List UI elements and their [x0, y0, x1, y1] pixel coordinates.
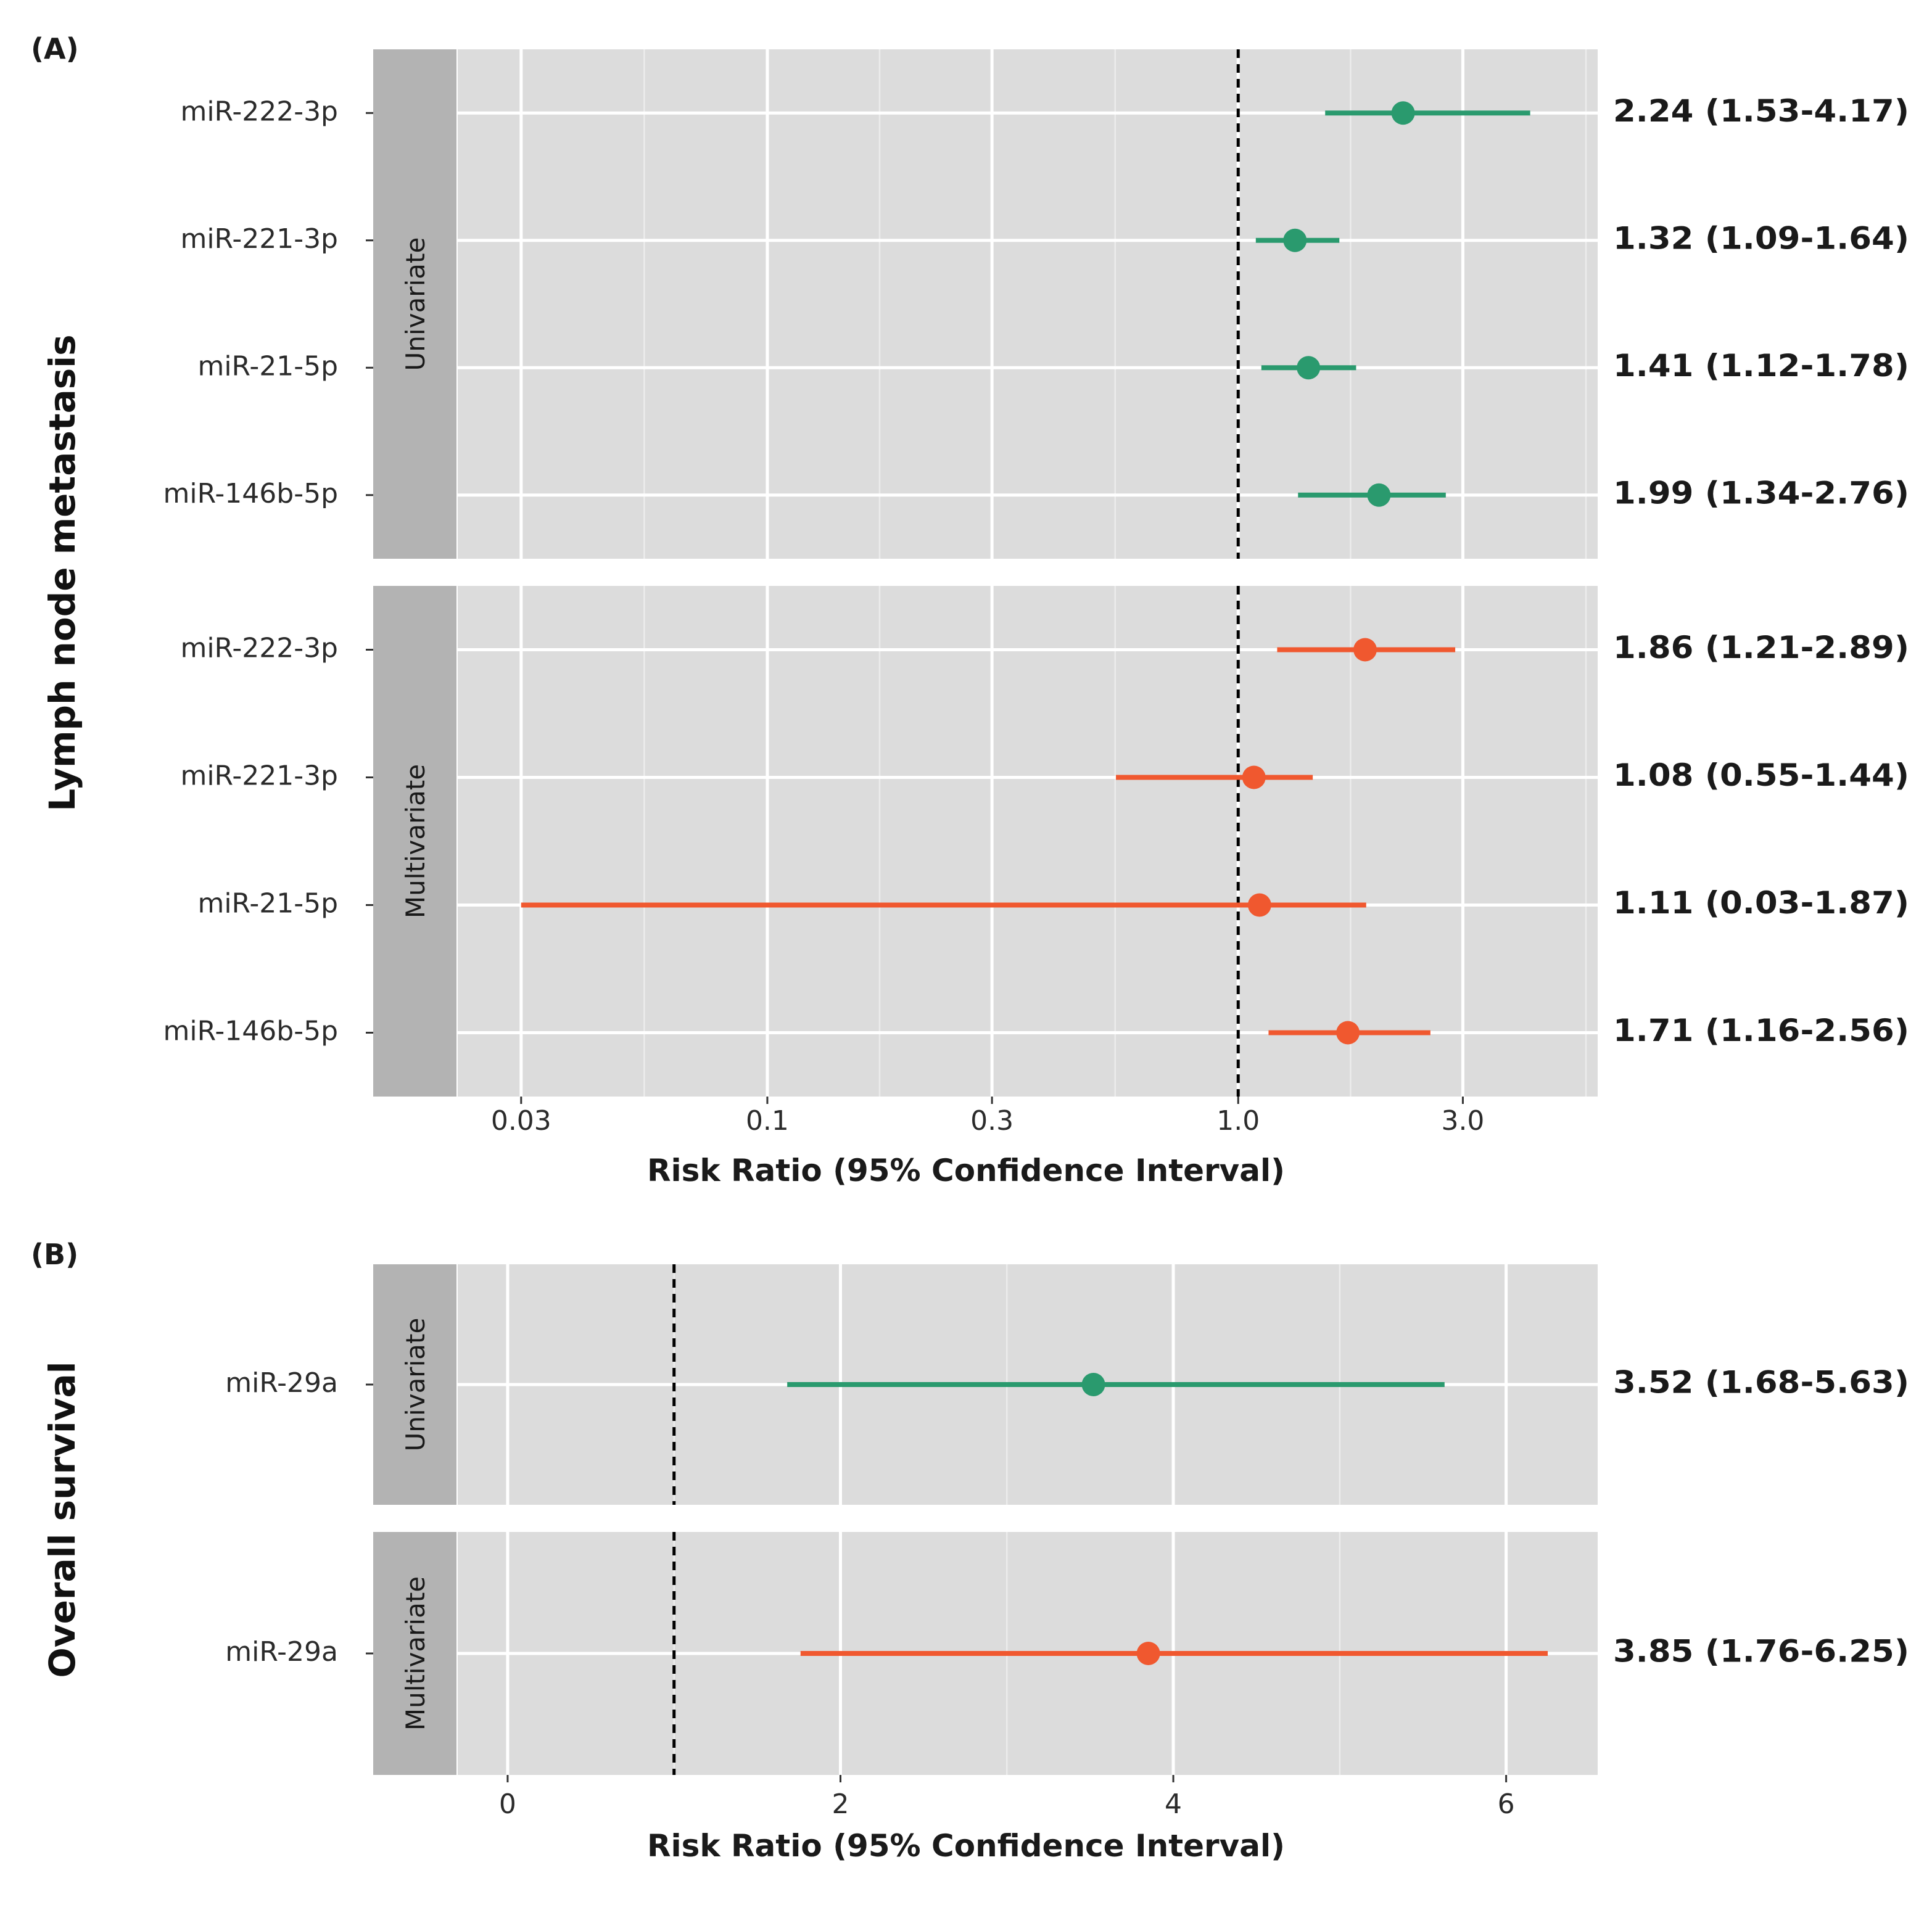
- row-label: miR-29a: [225, 1636, 338, 1668]
- panel-label: (B): [31, 1238, 78, 1271]
- facet-strip: [373, 586, 456, 1097]
- x-tick-label: 1.0: [1216, 1105, 1260, 1137]
- point-estimate: [1353, 638, 1377, 662]
- point-estimate: [1247, 893, 1271, 917]
- panel-multivariate: Multivariate miR-222-3p 1.86 (1.21-2.89) mi…: [163, 586, 1909, 1097]
- row-label: miR-146b-5p: [163, 478, 338, 509]
- plot-panel: [458, 586, 1598, 1097]
- facet-strip: [373, 49, 456, 559]
- outcome-label: Overall survival: [41, 1361, 83, 1677]
- plot-panel: [458, 49, 1598, 559]
- x-tick-label: 6: [1498, 1789, 1515, 1820]
- point-estimate: [1297, 356, 1321, 380]
- point-estimate: [1136, 1642, 1160, 1665]
- row-label: miR-21-5p: [197, 888, 338, 920]
- x-tick-label: 0: [499, 1789, 516, 1820]
- panel-univariate: Univariate miR-222-3p 2.24 (1.53-4.17) miR-…: [163, 49, 1909, 559]
- point-estimate: [1336, 1021, 1360, 1045]
- row-label: miR-29a: [225, 1367, 338, 1399]
- facet-strip: [373, 1264, 456, 1505]
- row-label: miR-222-3p: [180, 96, 338, 127]
- facet-strip-label: Univariate: [400, 1318, 431, 1452]
- estimate-text: 1.71 (1.16-2.56): [1613, 1013, 1909, 1048]
- point-estimate: [1367, 483, 1391, 507]
- x-tick-label: 0.3: [970, 1105, 1013, 1137]
- estimate-text: 3.52 (1.68-5.63): [1613, 1365, 1909, 1401]
- facet-strip-label: Univariate: [400, 237, 431, 371]
- estimate-text: 2.24 (1.53-4.17): [1613, 93, 1909, 129]
- estimate-text: 1.11 (0.03-1.87): [1613, 885, 1909, 921]
- point-estimate: [1081, 1373, 1105, 1396]
- facet-strip-label: Multivariate: [400, 764, 431, 918]
- x-axis-title: Risk Ratio (95% Confidence Interval): [647, 1153, 1285, 1188]
- estimate-text: 3.85 (1.76-6.25): [1613, 1634, 1909, 1669]
- row-label: miR-146b-5p: [163, 1016, 338, 1047]
- panel-univariate: Univariate miR-29a 3.52 (1.68-5.63): [225, 1264, 1909, 1505]
- facet-strip-label: Multivariate: [400, 1576, 431, 1731]
- outcome-label: Lymph node metastasis: [41, 334, 83, 811]
- estimate-text: 1.41 (1.12-1.78): [1613, 348, 1909, 384]
- row-label: miR-21-5p: [197, 350, 338, 382]
- x-tick-label: 2: [832, 1789, 849, 1820]
- panel-label: (A): [31, 32, 79, 65]
- x-axis-title: Risk Ratio (95% Confidence Interval): [647, 1828, 1285, 1864]
- estimate-text: 1.86 (1.21-2.89): [1613, 630, 1909, 665]
- estimate-text: 1.08 (0.55-1.44): [1613, 757, 1909, 793]
- x-tick-label: 3.0: [1441, 1105, 1484, 1137]
- panel-multivariate: Multivariate miR-29a 3.85 (1.76-6.25): [225, 1532, 1909, 1775]
- point-estimate: [1283, 228, 1307, 252]
- row-label: miR-221-3p: [180, 760, 338, 792]
- x-tick-label: 4: [1165, 1789, 1182, 1820]
- point-estimate: [1242, 765, 1266, 789]
- estimate-text: 1.32 (1.09-1.64): [1613, 220, 1909, 256]
- x-tick-label: 0.1: [746, 1105, 789, 1137]
- facet-strip: [373, 1532, 456, 1775]
- row-label: miR-221-3p: [180, 223, 338, 255]
- point-estimate: [1391, 101, 1415, 125]
- x-tick-label: 0.03: [491, 1105, 551, 1137]
- estimate-text: 1.99 (1.34-2.76): [1613, 475, 1909, 511]
- row-label: miR-222-3p: [180, 633, 338, 664]
